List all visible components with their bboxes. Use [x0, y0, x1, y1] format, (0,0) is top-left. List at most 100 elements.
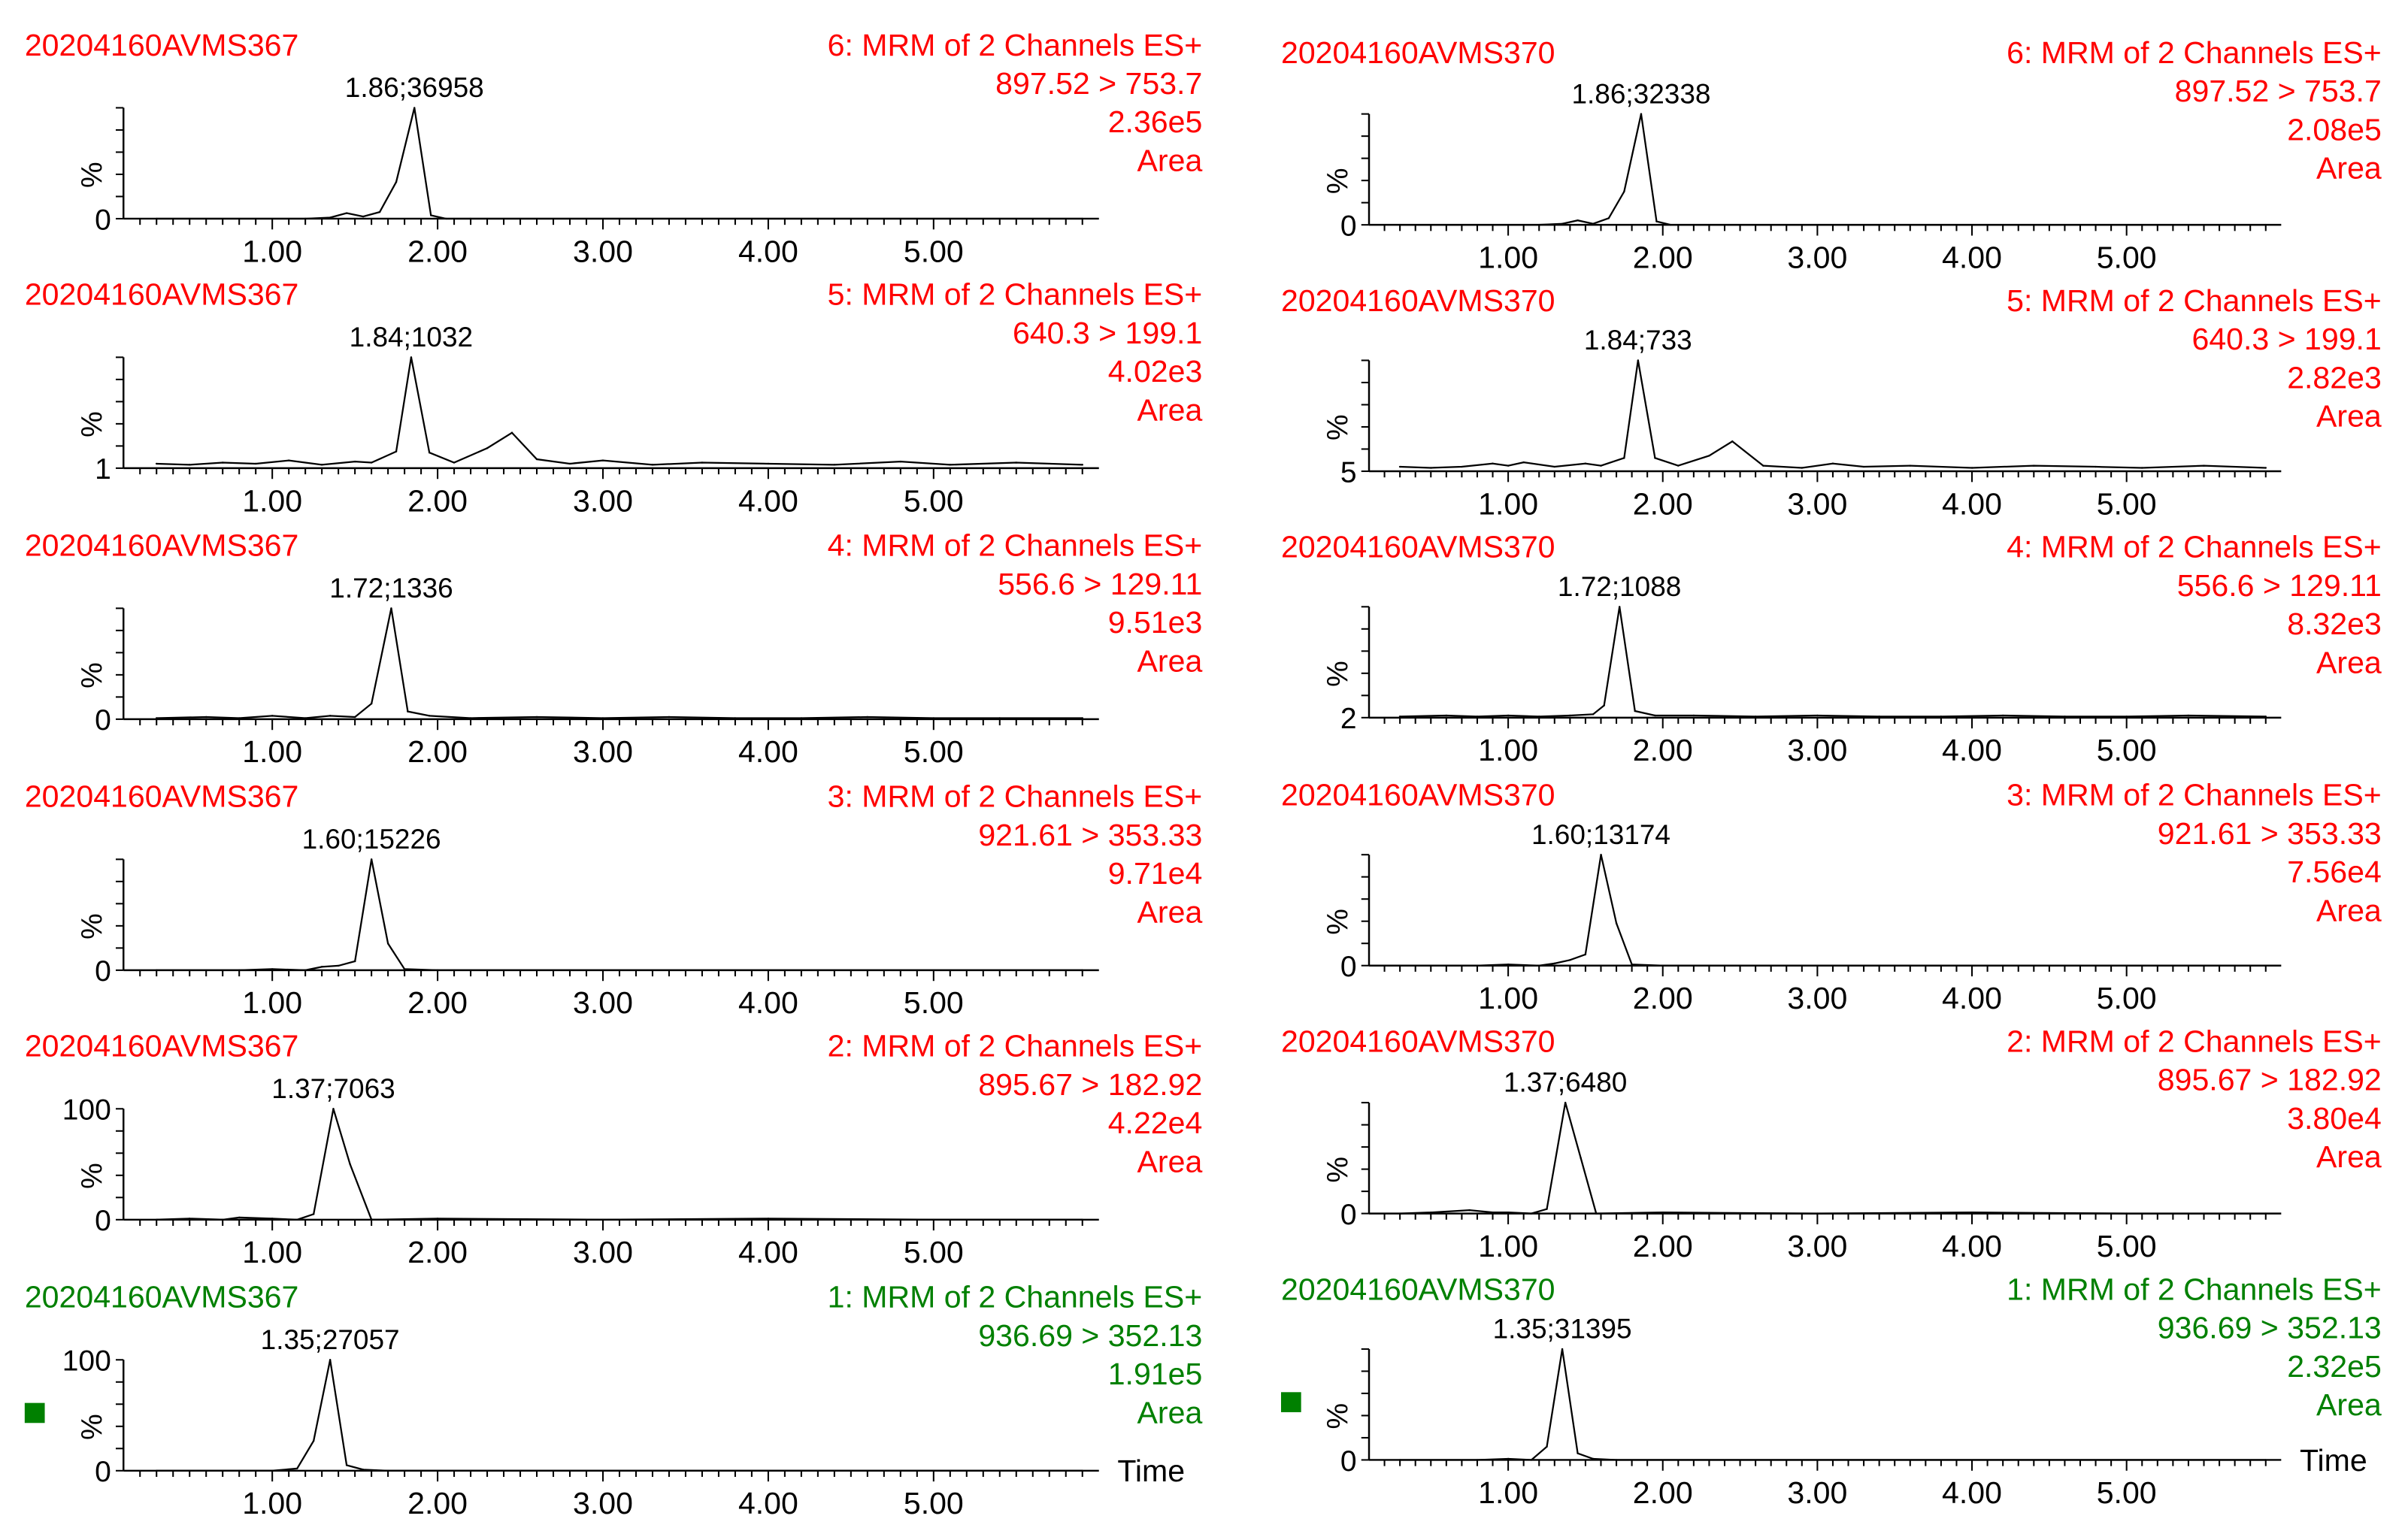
trace-point — [1816, 1212, 1819, 1215]
trace-point — [188, 1218, 191, 1220]
x-tick-label: 4.00 — [738, 734, 798, 769]
y-tick-label-bottom: 0 — [1340, 1445, 1357, 1478]
trace-point — [1615, 1459, 1618, 1461]
sample-name: 20204160AVMS367 — [24, 1281, 299, 1315]
x-tick-label: 3.00 — [1787, 486, 1847, 521]
integration-mode: Area — [1137, 394, 1203, 428]
peak-label: 1.84;1032 — [349, 322, 474, 353]
x-tick-label: 5.00 — [904, 1235, 964, 1269]
trace-point — [2001, 714, 2004, 717]
sample-name: 20204160AVMS370 — [1280, 779, 1555, 813]
integration-mode: Area — [2316, 646, 2382, 681]
peak-label: 1.72;1336 — [329, 573, 453, 604]
trace-point — [1398, 964, 1401, 967]
trace-point — [1654, 457, 1656, 459]
x-tick-label: 3.00 — [1787, 241, 1847, 275]
channel-title: 1: MRM of 2 Channels ES+ — [2007, 1273, 2382, 1308]
trace-point — [370, 702, 373, 705]
trace-point — [2264, 1212, 2267, 1215]
trace-point — [1507, 964, 1510, 966]
trace-point — [1654, 714, 1656, 717]
intensity-value: 2.08e5 — [2287, 113, 2382, 148]
x-tick-label: 5.00 — [904, 483, 964, 518]
trace-point — [386, 942, 389, 945]
trace-point — [1081, 717, 1084, 719]
trace-point — [2140, 467, 2143, 469]
active-channel-marker — [24, 1402, 45, 1424]
trace-point — [1476, 716, 1479, 718]
x-tick-label: 5.00 — [904, 734, 964, 769]
trace-point — [701, 461, 704, 464]
integration-mode: Area — [2316, 152, 2382, 186]
y-tick-label-top: 100 — [62, 1345, 111, 1378]
trace-point — [1607, 217, 1610, 219]
x-tick-label: 4.00 — [738, 234, 798, 268]
trace-point — [601, 717, 604, 719]
peak-label: 1.86;32338 — [1571, 78, 1711, 110]
trace-point — [1081, 1469, 1084, 1472]
x-tick-label: 3.00 — [1787, 1229, 1847, 1263]
chromatogram-trace — [1400, 113, 2266, 226]
peak-label: 1.72;1088 — [1557, 571, 1682, 603]
integration-mode: Area — [2316, 894, 2382, 929]
trace-point — [1081, 969, 1084, 972]
trace-point — [1677, 464, 1680, 467]
integration-mode: Area — [1137, 144, 1203, 179]
intensity-value: 7.56e4 — [2287, 856, 2382, 891]
x-tick-label: 2.00 — [407, 234, 468, 268]
trace-point — [362, 215, 365, 218]
trace-point — [1430, 1211, 1432, 1214]
x-tick-label: 1.00 — [1478, 981, 1538, 1015]
trace-point — [2264, 1459, 2267, 1461]
trace-point — [1561, 222, 1564, 225]
peak-label: 1.60;13174 — [1531, 819, 1670, 851]
trace-point — [304, 969, 307, 972]
intensity-value: 4.22e4 — [1107, 1107, 1203, 1142]
trace-point — [403, 968, 406, 970]
y-tick-label-top: 100 — [62, 1094, 111, 1127]
x-tick-label: 5.00 — [2097, 1475, 2157, 1510]
x-tick-label: 1.00 — [242, 734, 302, 769]
x-tick-label: 4.00 — [738, 985, 798, 1020]
x-axis-title: Time — [2299, 1444, 2367, 1479]
trace-point — [337, 964, 340, 967]
trace-point — [1538, 964, 1540, 967]
x-tick-label: 5.00 — [904, 1486, 964, 1520]
mrm-transition: 556.6 > 129.11 — [2176, 570, 2382, 604]
trace-point — [1640, 113, 1643, 115]
trace-point — [601, 1218, 604, 1221]
trace-point — [1801, 467, 1804, 469]
trace-point — [1615, 922, 1618, 924]
integration-mode: Area — [2316, 1141, 2382, 1175]
trace-point — [1655, 220, 1658, 222]
mrm-transition: 640.3 > 199.1 — [1012, 317, 1203, 352]
trace-point — [1468, 1209, 1471, 1212]
x-tick-label: 5.00 — [904, 985, 964, 1020]
x-tick-label: 4.00 — [738, 1486, 798, 1520]
x-tick-label: 2.00 — [407, 483, 468, 518]
trace-point — [320, 966, 323, 968]
x-tick-label: 3.00 — [1787, 733, 1847, 767]
trace-point — [370, 858, 373, 861]
trace-point — [370, 461, 373, 464]
trace-point — [407, 710, 409, 713]
x-tick-label: 3.00 — [573, 483, 633, 518]
trace-point — [1970, 1211, 1973, 1214]
trace-point — [1546, 1208, 1548, 1210]
integration-mode: Area — [2316, 1389, 2382, 1424]
x-tick-label: 1.00 — [242, 483, 302, 518]
trace-point — [238, 717, 241, 719]
sample-name: 20204160AVMS367 — [24, 1030, 299, 1064]
trace-point — [1015, 461, 1017, 464]
trace-point — [767, 462, 770, 465]
integration-mode: Area — [1137, 896, 1203, 930]
trace-point — [390, 607, 392, 610]
mrm-transition: 640.3 > 199.1 — [2191, 323, 2382, 358]
